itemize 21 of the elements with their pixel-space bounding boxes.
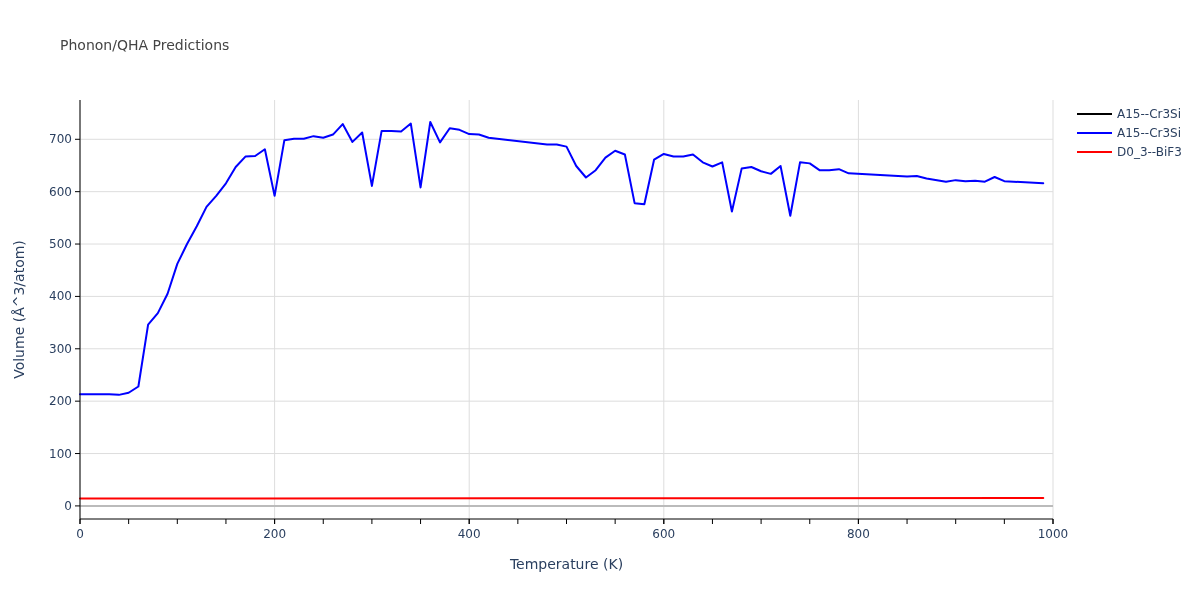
legend-label: D0_3--BiF3 [1117,145,1182,159]
legend-label: A15--Cr3Si [1117,126,1182,140]
y-tick-label: 300 [49,341,72,356]
y-tick-label: 400 [49,289,72,304]
y-tick-label: 600 [49,184,72,199]
y-tick-label: 0 [64,498,72,513]
y-tick-label: 700 [49,132,72,147]
x-tick-label: 800 [846,527,870,541]
y-tick-label: 100 [49,446,72,461]
y-axis-title: Volume (Å^3/atom) [11,240,27,379]
x-tick-label: 1000 [1037,527,1069,541]
x-tick-label: 400 [457,527,481,541]
x-tick-label: 0 [76,527,84,541]
x-tick-label: 600 [652,527,676,541]
x-axis-title: Temperature (K) [508,556,624,572]
line-series [79,121,1045,396]
y-tick-label: 200 [49,394,72,409]
y-tick-label: 500 [49,237,72,252]
legend-label: A15--Cr3Si [1117,107,1182,121]
x-tick-label: 200 [263,527,287,541]
chart-title: Phonon/QHA Predictions [60,37,230,53]
